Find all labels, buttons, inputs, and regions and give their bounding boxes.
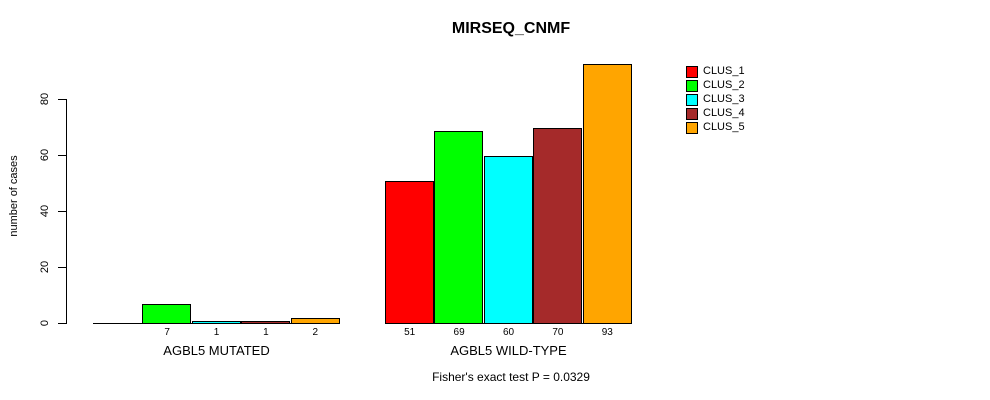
y-tick-label: 60 <box>39 148 51 162</box>
y-axis-tick <box>58 323 66 324</box>
group-label: AGBL5 WILD-TYPE <box>450 343 567 358</box>
bar-value-label: 1 <box>263 327 269 338</box>
y-axis-tick <box>58 211 66 212</box>
bar-value-label: 70 <box>552 327 564 338</box>
stat-annotation: Fisher's exact test P = 0.0329 <box>432 370 590 384</box>
bar-clus_4 <box>241 321 291 324</box>
bar-clus_2 <box>434 131 484 324</box>
y-tick-label: 0 <box>39 319 51 327</box>
bar-value-label: 69 <box>453 327 465 338</box>
bar-value-label: 2 <box>312 327 319 338</box>
chart-title: MIRSEQ_CNMF <box>451 20 571 37</box>
legend-label: CLUS_2 <box>703 79 745 91</box>
legend-swatch-clus_1 <box>686 66 698 78</box>
y-tick-label: 20 <box>39 260 51 274</box>
legend-swatch-clus_2 <box>686 80 698 92</box>
y-axis-tick <box>58 155 66 156</box>
legend-swatch-clus_4 <box>686 108 698 120</box>
bar-clus_1 <box>385 181 434 324</box>
bar-value-label: 93 <box>601 327 613 338</box>
bar-clus_5 <box>290 318 340 324</box>
legend-swatch-clus_3 <box>686 94 698 106</box>
legend-label: CLUS_4 <box>703 107 745 119</box>
legend-swatch-clus_5 <box>686 122 698 134</box>
bar-value-label: 7 <box>164 327 170 338</box>
legend-label: CLUS_1 <box>703 65 745 77</box>
bar-clus_4 <box>533 128 583 324</box>
y-tick-label: 80 <box>39 92 51 106</box>
legend-label: CLUS_5 <box>703 121 745 133</box>
y-tick-label: 40 <box>39 204 51 218</box>
bar-value-label: 1 <box>213 327 220 338</box>
legend-label: CLUS_3 <box>703 93 745 105</box>
y-axis-tick <box>58 267 66 268</box>
bar-clus_2 <box>142 304 192 324</box>
y-axis-line <box>66 99 67 324</box>
bar-clus_3 <box>191 321 241 324</box>
bar-clus_3 <box>483 156 533 324</box>
bar-value-label: 60 <box>502 327 515 338</box>
y-axis-title: number of cases <box>8 155 20 237</box>
group-label: AGBL5 MUTATED <box>163 343 270 358</box>
y-axis-tick <box>58 99 66 100</box>
bar-clus_5 <box>582 64 632 324</box>
bar-value-label: 51 <box>404 327 416 338</box>
